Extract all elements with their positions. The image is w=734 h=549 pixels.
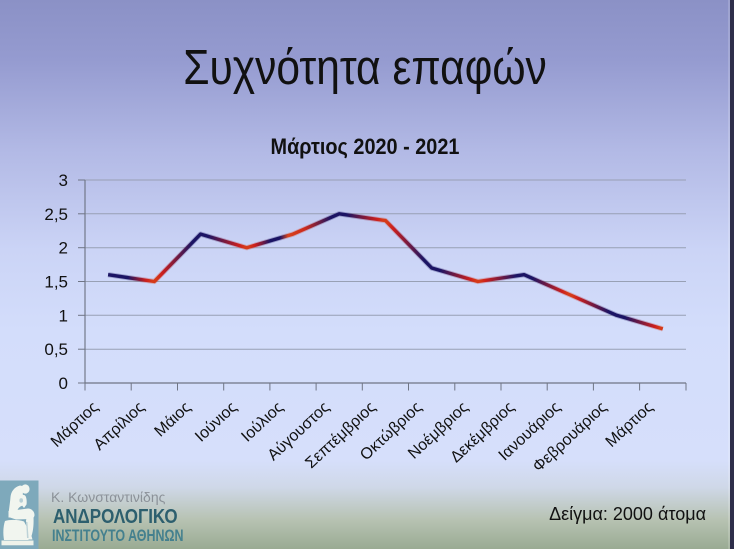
svg-text:0: 0 <box>59 374 68 393</box>
svg-text:Μάιος: Μάιος <box>151 399 194 441</box>
svg-text:Μάρτιος: Μάρτιος <box>603 399 657 451</box>
svg-text:2,5: 2,5 <box>44 205 68 224</box>
svg-text:0,5: 0,5 <box>44 340 68 359</box>
svg-text:1,5: 1,5 <box>44 273 68 292</box>
svg-text:3: 3 <box>59 171 68 190</box>
svg-text:2: 2 <box>59 239 68 258</box>
svg-text:Ιούνιος: Ιούνιος <box>192 399 241 446</box>
svg-text:1: 1 <box>59 306 68 325</box>
svg-text:Απρίλιος: Απρίλιος <box>91 399 149 454</box>
